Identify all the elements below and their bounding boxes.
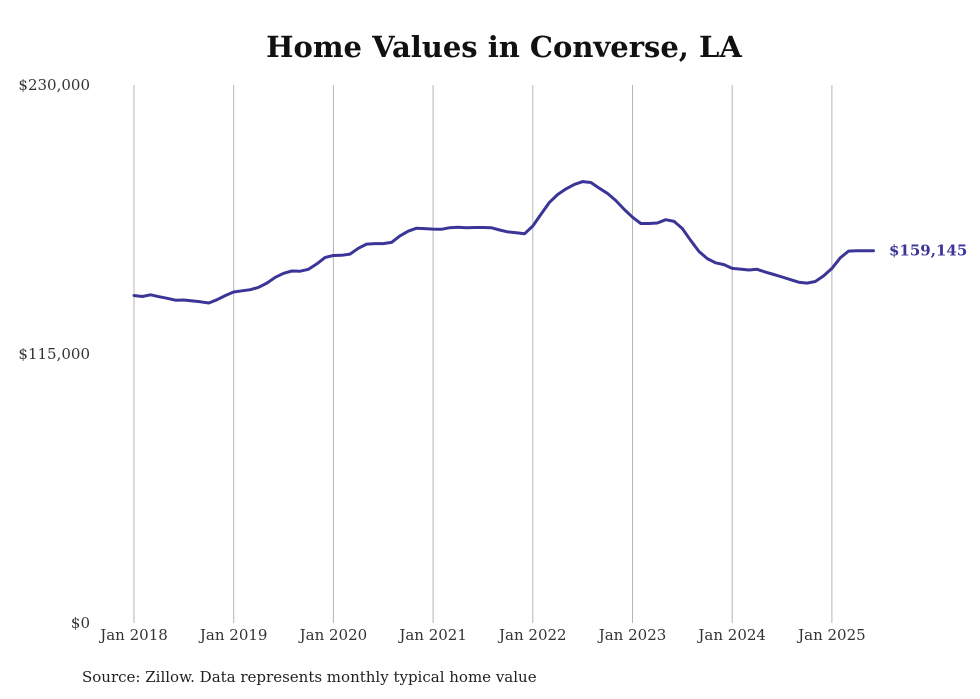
series-line <box>132 180 875 305</box>
x-axis-tick-labels: Jan 2018 Jan 2019 Jan 2020 Jan 2021 Jan 2022… <box>98 626 865 644</box>
x-tick-label: Jan 2020 <box>298 626 368 644</box>
end-value-label: $159,145 <box>889 242 967 260</box>
y-tick-label: $230,000 <box>18 76 90 94</box>
y-tick-label: $0 <box>71 614 90 632</box>
x-tick-label: Jan 2021 <box>397 626 467 644</box>
data-labels: $159,145 <box>889 242 967 260</box>
x-tick-label: Jan 2018 <box>98 626 168 644</box>
series-layer <box>132 180 875 305</box>
vertical-gridlines <box>133 85 833 623</box>
source-note: Source: Zillow. Data represents monthly … <box>82 668 537 686</box>
y-axis-tick-labels: $0 $115,000 $230,000 <box>18 76 90 632</box>
x-tick-label: Jan 2023 <box>597 626 667 644</box>
chart-title: Home Values in Converse, LA <box>266 30 742 64</box>
x-tick-label: Jan 2022 <box>497 626 567 644</box>
x-tick-label: Jan 2025 <box>796 626 866 644</box>
y-tick-label: $115,000 <box>18 345 90 363</box>
x-tick-label: Jan 2024 <box>696 626 766 644</box>
x-tick-label: Jan 2019 <box>198 626 268 644</box>
